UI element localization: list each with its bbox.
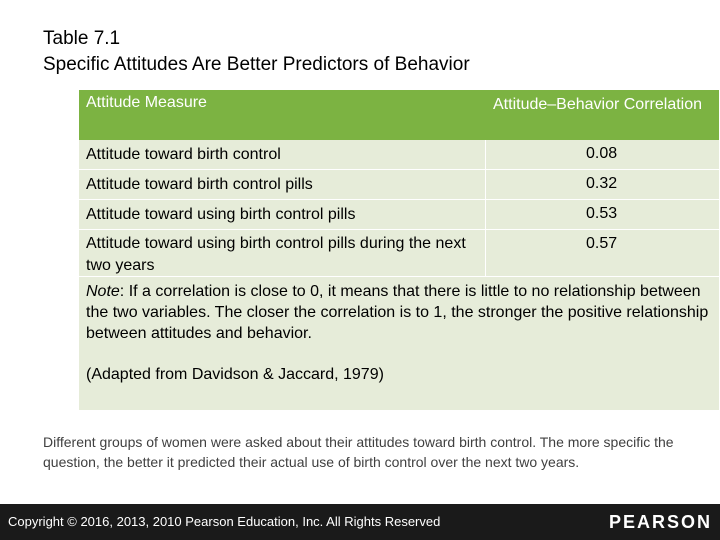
- row-measure: Attitude toward using birth control pill…: [79, 230, 486, 276]
- row-measure: Attitude toward birth control pills: [79, 170, 486, 199]
- row-correlation: 0.53: [486, 200, 719, 229]
- table-title: Table 7.1 Specific Attitudes Are Better …: [43, 26, 470, 78]
- row-measure: Attitude toward using birth control pill…: [79, 200, 486, 229]
- caption: Different groups of women were asked abo…: [43, 434, 674, 470]
- table-header-row: Attitude Measure Attitude–Behavior Corre…: [79, 90, 719, 140]
- citation: (Adapted from Davidson & Jaccard, 1979): [86, 366, 384, 383]
- header-attitude-measure: Attitude Measure: [86, 94, 207, 111]
- row-measure: Attitude toward birth control: [79, 140, 486, 169]
- row-correlation: 0.32: [486, 170, 719, 199]
- table-row: Attitude toward birth control 0.08: [79, 140, 719, 170]
- note-label: Note: [86, 283, 120, 300]
- header-correlation: Attitude–Behavior Correlation: [493, 96, 703, 113]
- correlation-table: Attitude Measure Attitude–Behavior Corre…: [79, 90, 719, 410]
- pearson-logo: PEARSON: [608, 512, 712, 532]
- note-body: : If a correlation is close to 0, it mea…: [86, 283, 709, 342]
- footer-bar: Copyright © 2016, 2013, 2010 Pearson Edu…: [0, 504, 720, 540]
- table-heading: Specific Attitudes Are Better Predictors…: [43, 54, 470, 75]
- table-row: Attitude toward using birth control pill…: [79, 200, 719, 230]
- note-text: Note: If a correlation is close to 0, it…: [86, 281, 712, 344]
- row-correlation: 0.08: [486, 140, 719, 169]
- table-row: Attitude toward birth control pills 0.32: [79, 170, 719, 200]
- table-note: Note: If a correlation is close to 0, it…: [79, 277, 719, 410]
- table-number: Table 7.1: [43, 28, 121, 49]
- row-correlation: 0.57: [486, 230, 719, 276]
- table-row: Attitude toward using birth control pill…: [79, 230, 719, 277]
- copyright-text: Copyright © 2016, 2013, 2010 Pearson Edu…: [8, 514, 441, 529]
